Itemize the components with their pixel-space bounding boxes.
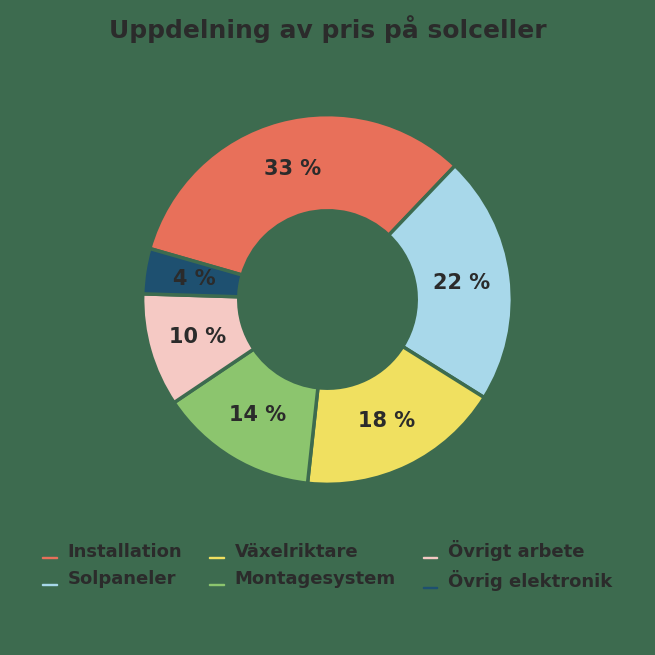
Text: 33 %: 33 %	[263, 159, 321, 179]
Title: Uppdelning av pris på solceller: Uppdelning av pris på solceller	[109, 15, 546, 43]
Text: 10 %: 10 %	[169, 327, 227, 347]
Wedge shape	[308, 346, 484, 484]
Wedge shape	[143, 294, 254, 403]
Wedge shape	[150, 115, 455, 275]
Wedge shape	[174, 349, 318, 483]
Text: 4 %: 4 %	[173, 269, 215, 289]
Wedge shape	[143, 248, 242, 297]
Text: 14 %: 14 %	[229, 405, 286, 425]
Wedge shape	[388, 166, 512, 398]
Legend: Installation, Solpaneler, Växelriktare, Montagesystem, Övrigt arbete, Övrig elek: Installation, Solpaneler, Växelriktare, …	[33, 531, 622, 600]
Text: 18 %: 18 %	[358, 411, 415, 431]
Text: 22 %: 22 %	[433, 272, 490, 293]
